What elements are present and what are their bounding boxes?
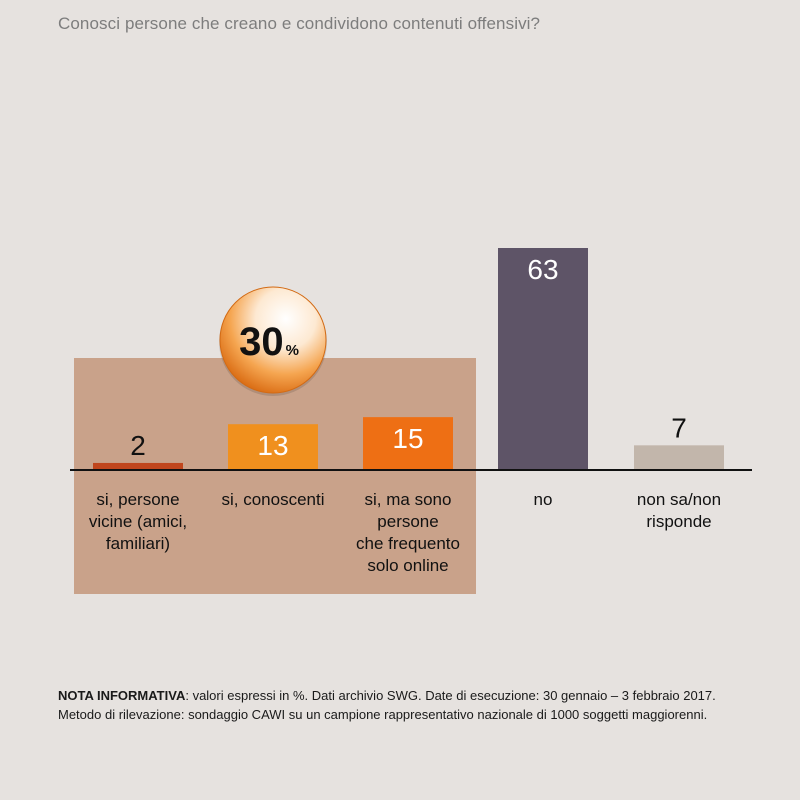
category-label-line: si, ma sono [365, 490, 452, 509]
category-label-line: risponde [646, 512, 711, 531]
bar-4 [498, 248, 588, 470]
highlight-value: 30% [239, 320, 299, 364]
bar-2 [228, 424, 318, 470]
group-highlight-box [74, 358, 476, 594]
category-label-line: si, conoscenti [222, 490, 325, 509]
bar-5 [634, 445, 724, 470]
category-label-5: non sa/non risponde [637, 490, 721, 531]
highlight-unit: % [286, 342, 299, 359]
bar-1 [93, 462, 183, 470]
chart-title: Conosci persone che creano e condividono… [58, 14, 541, 33]
category-label-line: solo online [367, 556, 448, 575]
category-label-4: no [534, 490, 553, 509]
category-label-line: che frequento [356, 534, 460, 553]
note-heading: NOTA INFORMATIVA [58, 688, 186, 703]
category-label-line: vicine (amici, [89, 512, 187, 531]
category-label-1: si, persone vicine (amici, familiari) [89, 490, 187, 553]
note-line-1: NOTA INFORMATIVA: valori espressi in %. … [58, 686, 716, 705]
value-label-2: 13 [257, 430, 288, 461]
value-label-3: 15 [392, 423, 423, 454]
bar-3 [363, 417, 453, 470]
value-label-4: 63 [527, 254, 558, 285]
value-label-1: 2 [130, 430, 146, 461]
highlight-bubble [219, 286, 327, 394]
category-label-2: si, conoscenti [222, 490, 325, 509]
category-label-line: no [534, 490, 553, 509]
category-label-3: si, ma sono persone che frequento solo onli… [356, 490, 460, 575]
note-line-2: Metodo di rilevazione: sondaggio CAWI su… [58, 707, 708, 722]
category-label-line: familiari) [106, 534, 170, 553]
category-label-line: si, persone [96, 490, 179, 509]
value-label-5: 7 [671, 412, 687, 443]
category-label-line: non sa/non [637, 490, 721, 509]
highlight-number: 30 [239, 320, 284, 364]
note-text-1: : valori espressi in %. Dati archivio SW… [185, 688, 716, 703]
category-label-line: persone [377, 512, 438, 531]
informative-note: NOTA INFORMATIVA: valori espressi in %. … [58, 686, 716, 724]
